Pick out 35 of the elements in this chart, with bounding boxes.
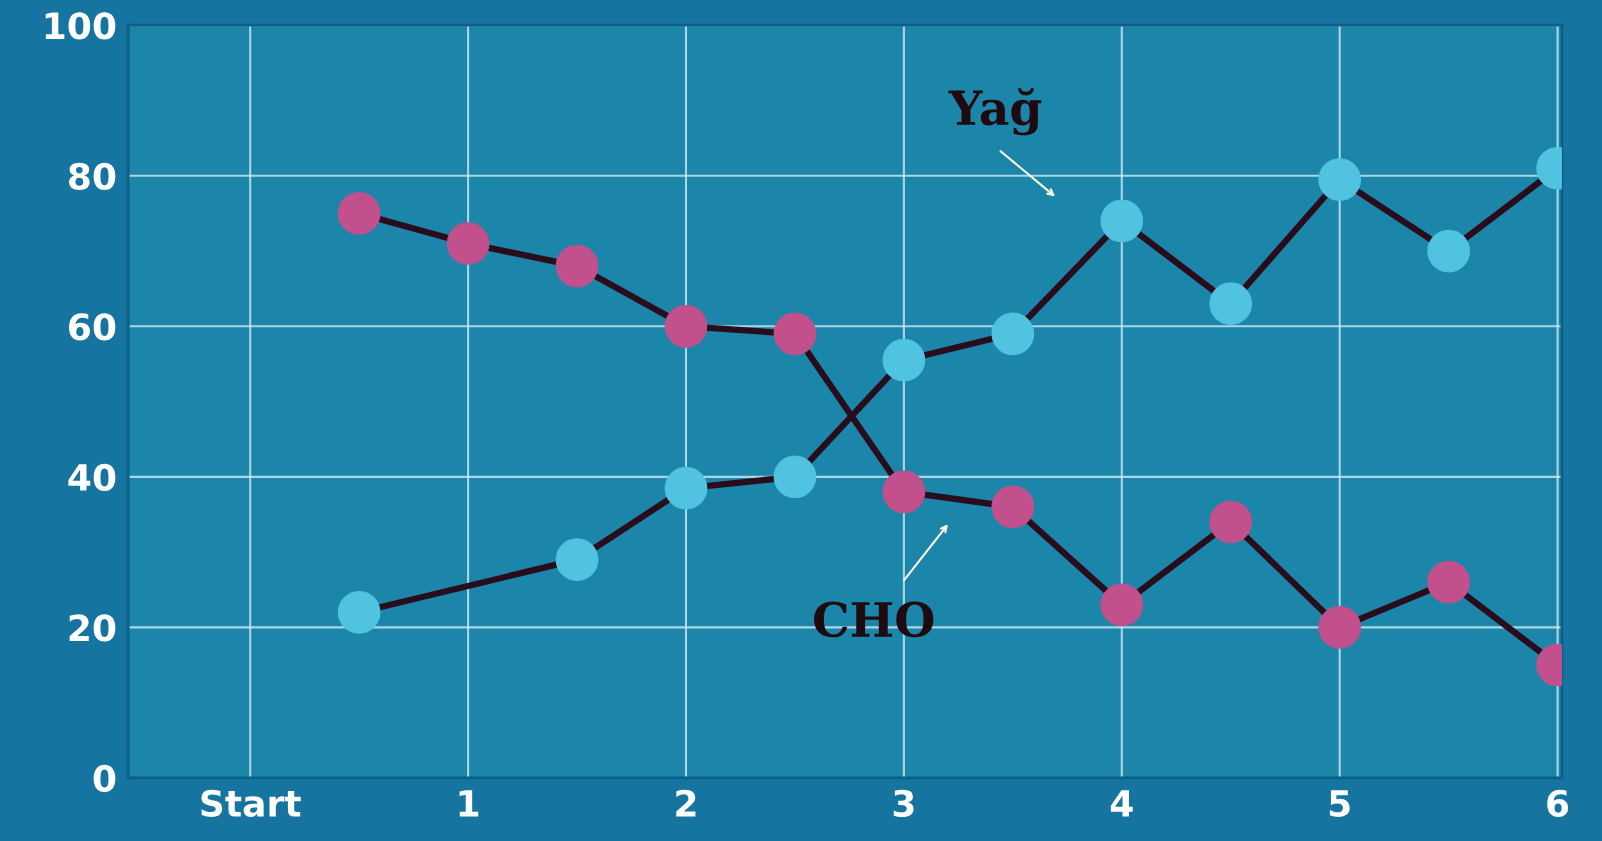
point (555, 244, 599, 288)
x-tick-label: 4 (1110, 790, 1133, 817)
point (446, 222, 490, 265)
point (1100, 199, 1144, 243)
y-tick-label: 20 (69, 614, 116, 642)
x-tick-label: 1 (459, 790, 479, 817)
x-tick-label: Start (201, 789, 301, 817)
point (1209, 500, 1253, 544)
point (664, 304, 708, 348)
point (1427, 560, 1470, 604)
point (773, 455, 817, 499)
y-tick-label: 80 (69, 162, 116, 190)
y-tick-label: 100 (45, 12, 116, 40)
x-tick-label: 3 (893, 789, 914, 817)
annotation: Yağ (948, 88, 1042, 136)
x-tick-label: 6 (1547, 789, 1569, 817)
point (882, 470, 926, 514)
y-tick-label: 60 (69, 313, 116, 341)
point (1100, 583, 1144, 627)
point (1318, 606, 1362, 649)
point (882, 338, 926, 382)
point (1209, 282, 1253, 326)
x-tick-label: 2 (676, 789, 696, 817)
point (555, 538, 599, 581)
point (337, 590, 381, 634)
point (664, 466, 708, 510)
y-tick-label: 0 (93, 764, 116, 793)
point (991, 312, 1035, 356)
y-tick-label: 40 (68, 463, 116, 492)
point (773, 312, 817, 356)
x-tick-label: 5 (1329, 790, 1350, 817)
point (1318, 158, 1362, 201)
point (1427, 229, 1470, 273)
point (337, 192, 381, 235)
point (991, 485, 1035, 529)
